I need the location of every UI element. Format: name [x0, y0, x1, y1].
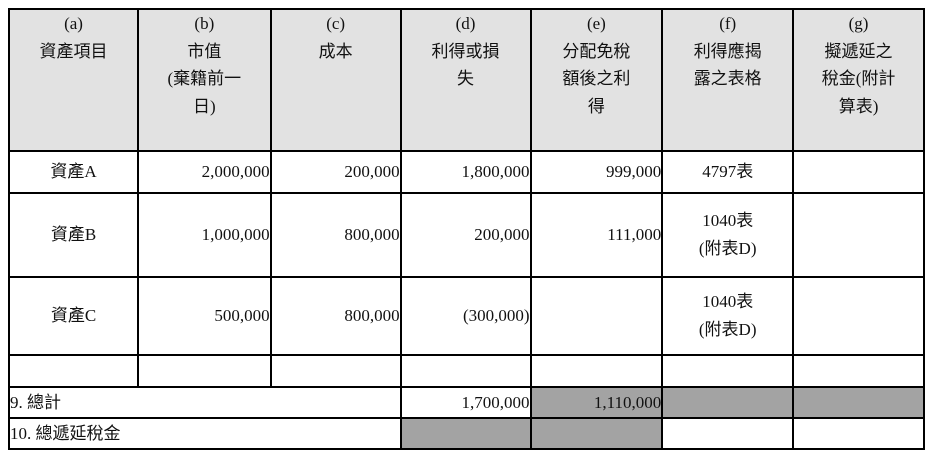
col-header-d-gain-or-loss: (d) 利得或損 失	[399, 8, 532, 152]
total-gain-after-exclusion-cell: 1,110,000	[529, 386, 664, 419]
empty-cell	[792, 417, 925, 450]
market-value-cell: 500,000	[137, 276, 272, 356]
empty-cell	[269, 354, 402, 388]
disclosure-form-cell: 4797表	[661, 150, 795, 194]
asset-name-cell: 資產B	[8, 192, 139, 278]
asset-row-a: 資產A 2,000,000 200,000 1,800,000 999,000 …	[8, 150, 925, 194]
shaded-na-cell	[661, 386, 795, 419]
total-deferred-label-cell: 10. 總遞延稅金	[8, 417, 402, 450]
empty-cell	[137, 354, 272, 388]
total-label-cell: 9. 總計	[8, 386, 402, 419]
asset-name-cell: 資產C	[8, 276, 139, 356]
total-deferred-tax-row: 10. 總遞延稅金	[8, 417, 925, 450]
shaded-na-cell	[792, 386, 925, 419]
disclosure-form-cell: 1040表 (附表D)	[661, 192, 795, 278]
asset-name-cell: 資產A	[8, 150, 139, 194]
cost-cell: 800,000	[269, 192, 402, 278]
empty-row	[8, 354, 925, 388]
disclosure-form-cell: 1040表 (附表D)	[661, 276, 795, 356]
asset-row-b: 資產B 1,000,000 800,000 200,000 111,000 10…	[8, 192, 925, 278]
market-value-cell: 1,000,000	[137, 192, 272, 278]
total-row: 9. 總計 1,700,000 1,110,000	[8, 386, 925, 419]
col-header-a-asset-item: (a) 資產項目	[8, 8, 139, 152]
empty-cell	[8, 354, 139, 388]
empty-cell	[661, 354, 795, 388]
asset-row-c: 資產C 500,000 800,000 (300,000) 1040表 (附表D…	[8, 276, 925, 356]
gain-loss-cell: (300,000)	[399, 276, 532, 356]
header-row: (a) 資產項目 (b) 市值 (棄籍前一 日) (c) 成本 (d) 利得或損…	[8, 8, 925, 152]
cost-cell: 800,000	[269, 276, 402, 356]
empty-cell	[792, 354, 925, 388]
col-header-c-cost: (c) 成本	[269, 8, 402, 152]
expatriation-asset-table: (a) 資產項目 (b) 市值 (棄籍前一 日) (c) 成本 (d) 利得或損…	[8, 8, 925, 450]
empty-cell	[399, 354, 532, 388]
cost-cell: 200,000	[269, 150, 402, 194]
empty-cell	[661, 417, 795, 450]
gain-loss-cell: 200,000	[399, 192, 532, 278]
col-header-g-deferred-tax: (g) 擬遞延之 稅金(附計 算表)	[792, 8, 925, 152]
market-value-cell: 2,000,000	[137, 150, 272, 194]
col-header-f-disclosure-form: (f) 利得應揭 露之表格	[661, 8, 795, 152]
empty-cell	[529, 354, 664, 388]
gain-after-exclusion-cell: 999,000	[529, 150, 664, 194]
gain-after-exclusion-cell: 111,000	[529, 192, 664, 278]
deferred-tax-cell	[792, 192, 925, 278]
gain-after-exclusion-cell	[529, 276, 664, 356]
total-gain-loss-cell: 1,700,000	[399, 386, 532, 419]
gain-loss-cell: 1,800,000	[399, 150, 532, 194]
deferred-tax-cell	[792, 150, 925, 194]
shaded-na-cell	[529, 417, 664, 450]
shaded-na-cell	[399, 417, 532, 450]
deferred-tax-cell	[792, 276, 925, 356]
col-header-e-gain-after-exclusion: (e) 分配免稅 額後之利 得	[529, 8, 664, 152]
col-header-b-market-value: (b) 市值 (棄籍前一 日)	[137, 8, 272, 152]
